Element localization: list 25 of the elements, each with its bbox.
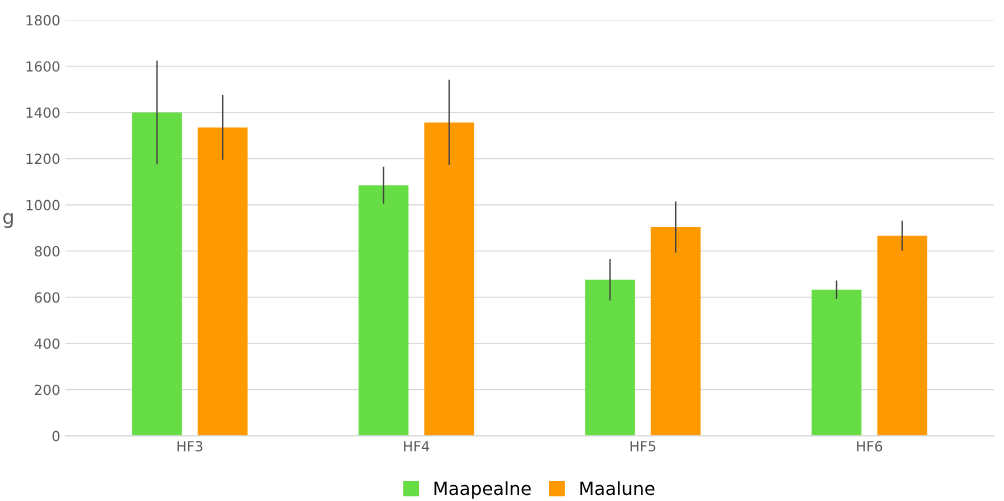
y-tick-label: 800 xyxy=(34,246,60,257)
legend-label: Maalune xyxy=(580,481,655,496)
y-axis-title: g xyxy=(3,213,13,228)
y-tick-label: 1400 xyxy=(26,107,60,118)
x-tick-label: HF5 xyxy=(630,441,656,452)
x-tick-label: HF6 xyxy=(857,440,883,452)
x-tick-label: HF3 xyxy=(177,440,203,452)
y-tick-label: 1800 xyxy=(26,15,60,26)
bar xyxy=(132,112,182,436)
x-tick-label: HF4 xyxy=(404,441,430,452)
bar xyxy=(424,122,475,436)
bar xyxy=(358,185,409,436)
bar xyxy=(197,127,248,436)
y-tick-label: 0 xyxy=(52,430,60,442)
y-tick-label: 400 xyxy=(34,338,60,349)
bar xyxy=(877,235,928,436)
legend-label: Maapealne xyxy=(434,481,531,499)
bar xyxy=(811,289,862,436)
y-tick-label: 600 xyxy=(34,292,60,303)
y-tick-label: 1000 xyxy=(26,199,60,211)
y-tick-label: 1600 xyxy=(26,61,60,72)
y-tick-label: 200 xyxy=(34,384,60,396)
bar xyxy=(650,227,701,436)
y-tick-label: 1200 xyxy=(26,153,60,165)
bar xyxy=(585,279,635,436)
